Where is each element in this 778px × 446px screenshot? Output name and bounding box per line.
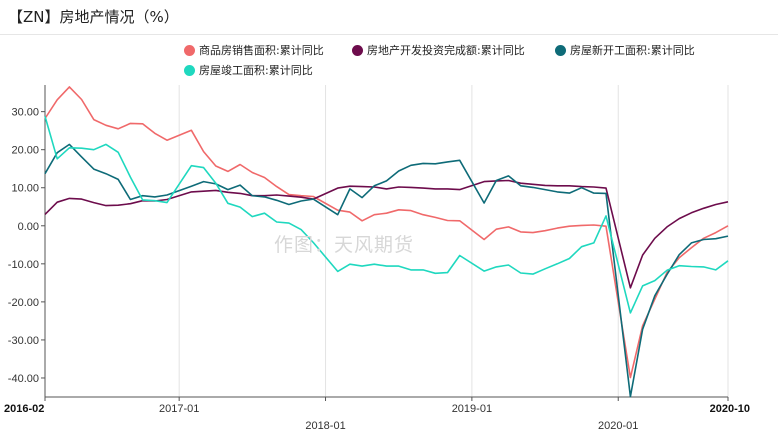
x-tick-label-4: 2020-01 — [598, 420, 638, 432]
legend-label-3: 房屋新开工面积:累计同比 — [570, 44, 695, 57]
title-divider — [0, 34, 778, 35]
series-line-3 — [44, 143, 729, 398]
legend-item-2[interactable]: 房地产开发投资完成额:累计同比 — [352, 42, 525, 58]
legend-item-1[interactable]: 商品房销售面积:累计同比 — [184, 42, 324, 58]
y-tick-label-0: 30.00 — [11, 107, 39, 119]
legend-marker-3 — [555, 44, 566, 56]
watermark: 作图：天风期货 — [274, 234, 415, 256]
legend-item-4[interactable]: 房屋竣工面积:累计同比 — [184, 62, 313, 78]
x-tick-label-0: 2016-02 — [4, 403, 44, 415]
legend-label-1: 商品房销售面积:累计同比 — [199, 44, 324, 57]
series-line-1 — [44, 86, 729, 379]
legend-marker-4 — [184, 64, 195, 76]
y-tick-label-7: -40.00 — [8, 373, 39, 385]
x-tick-label-3: 2019-01 — [452, 403, 492, 415]
y-tick-label-1: 20.00 — [11, 145, 39, 157]
y-tick-label-5: -20.00 — [8, 297, 39, 309]
legend-marker-2 — [352, 44, 363, 56]
x-tick-label-2: 2018-01 — [305, 420, 345, 432]
y-tick-label-2: 10.00 — [11, 183, 39, 195]
chart-title: 【ZN】房地产情况（%） — [8, 8, 179, 26]
y-tick-label-6: -30.00 — [8, 335, 39, 347]
legend-label-4: 房屋竣工面积:累计同比 — [199, 64, 313, 77]
legend-item-3[interactable]: 房屋新开工面积:累计同比 — [555, 42, 695, 58]
y-tick-label-4: -10.00 — [8, 259, 39, 271]
legend-marker-1 — [184, 44, 195, 56]
x-tick-label-5: 2020-10 — [710, 403, 750, 415]
series-line-4 — [44, 115, 729, 314]
legend-label-2: 房地产开发投资完成额:累计同比 — [367, 44, 525, 57]
x-tick-label-1: 2017-01 — [159, 403, 199, 415]
y-tick-label-3: 0.00 — [18, 221, 39, 233]
